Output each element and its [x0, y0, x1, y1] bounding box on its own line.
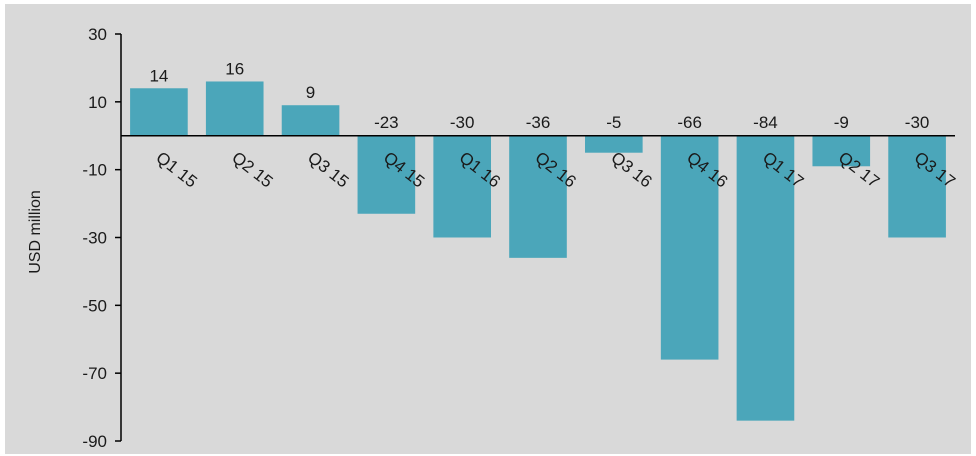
- bar: [357, 135, 416, 214]
- data-label: 14: [149, 66, 168, 85]
- y-tick-label: 10: [88, 93, 107, 112]
- category-label: Q3 16: [607, 148, 655, 191]
- bar: [888, 135, 946, 238]
- chart-area: USD million 30 10 -10 -30 -50 -70 -90 14 16 9 -23…: [5, 4, 971, 454]
- data-label: 9: [306, 83, 315, 102]
- data-label: -23: [374, 113, 399, 132]
- y-tick-label: 30: [88, 25, 107, 44]
- bar: [509, 135, 567, 258]
- data-label: -30: [450, 113, 475, 132]
- bar-chart: USD million 30 10 -10 -30 -50 -70 -90 14 16 9 -23…: [27, 25, 959, 451]
- bar: [205, 81, 264, 136]
- data-label: -5: [606, 113, 621, 132]
- data-label: 16: [225, 59, 244, 78]
- y-axis-title: USD million: [27, 190, 44, 274]
- y-tick-label: -30: [82, 229, 107, 248]
- bars-group: [130, 81, 946, 421]
- y-tick-label: -90: [82, 432, 107, 451]
- category-label: Q2 15: [228, 148, 276, 191]
- y-tick-label: -50: [82, 296, 107, 315]
- bar: [130, 88, 188, 136]
- bar: [660, 135, 719, 360]
- y-tick-label: -10: [82, 161, 107, 180]
- bar: [585, 135, 643, 153]
- bar: [812, 135, 871, 167]
- y-axis: 30 10 -10 -30 -50 -70 -90: [82, 25, 122, 451]
- bar: [736, 135, 795, 421]
- data-label: -30: [905, 113, 930, 132]
- bar: [281, 105, 340, 136]
- data-label: -66: [677, 113, 702, 132]
- data-label: -36: [526, 113, 551, 132]
- category-label: Q3 15: [304, 148, 352, 191]
- data-label: -9: [834, 113, 849, 132]
- y-tick-label: -70: [82, 364, 107, 383]
- bar: [433, 135, 491, 238]
- data-labels-group: 14 16 9 -23 -30 -36 -5 -66 -84 -9 -30: [149, 59, 929, 131]
- category-label: Q1 15: [152, 148, 200, 191]
- data-label: -84: [753, 113, 778, 132]
